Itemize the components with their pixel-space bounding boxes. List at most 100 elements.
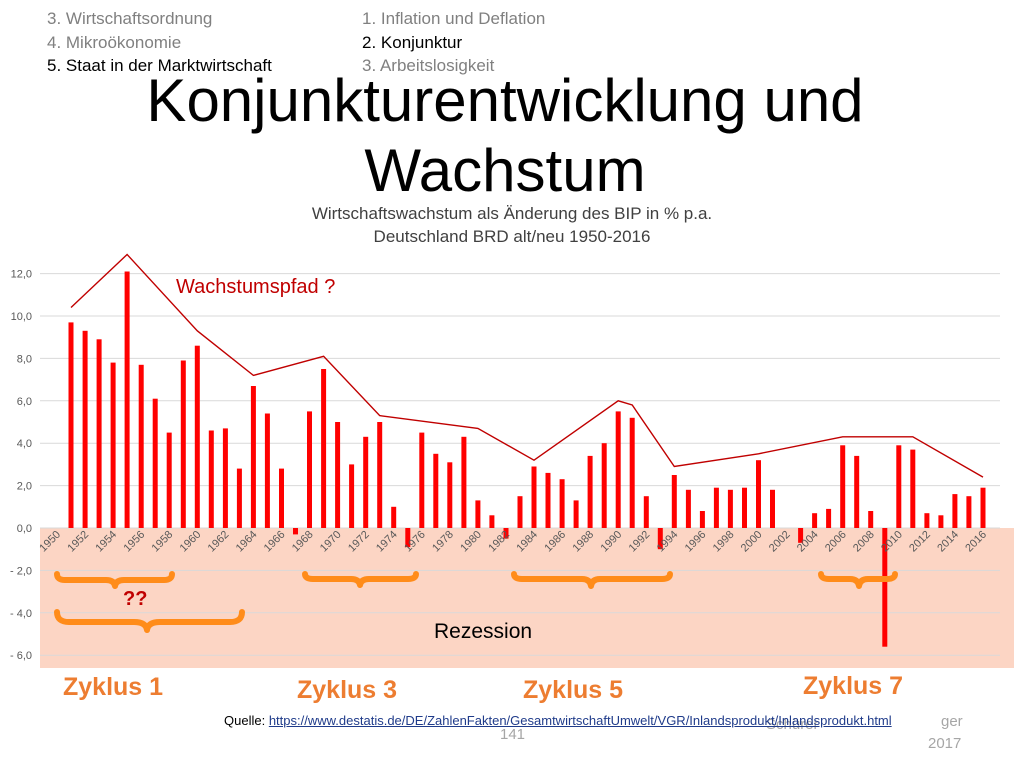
bar-2013 xyxy=(938,515,944,528)
nav-right-list: 1. Inflation und Deflation 2. Konjunktur… xyxy=(362,7,545,78)
recession-label: Rezession xyxy=(434,620,532,643)
author-tail: ger xyxy=(941,713,963,730)
bar-1952 xyxy=(82,330,88,528)
bar-1996 xyxy=(699,511,705,528)
bar-2007 xyxy=(854,455,860,528)
bar-1953 xyxy=(96,339,102,528)
nav-item-staat-marktwirtschaft[interactable]: 5. Staat in der Marktwirtschaft xyxy=(47,56,272,75)
cycle-label-1: Zyklus 1 xyxy=(63,673,164,701)
bar-1966 xyxy=(279,468,284,528)
bar-1981 xyxy=(489,515,495,528)
y-axis-labels: 12,0 10,0 8,0 6,0 4,0 2,0 0,0 - 2,0 - 4,0 - 6,0 xyxy=(10,269,32,663)
y-tick-label: 6,0 xyxy=(17,396,32,408)
bar-2001 xyxy=(770,489,775,528)
bar-1982 xyxy=(503,528,509,539)
bar-2008 xyxy=(868,511,874,528)
bar-1977 xyxy=(433,453,439,528)
bar-2011 xyxy=(910,449,916,528)
bar-2005 xyxy=(826,508,832,528)
nav-item-arbeitslosigkeit[interactable]: 3. Arbeitslosigkeit xyxy=(362,56,495,75)
y-tick-label: 2,0 xyxy=(17,481,32,493)
bar-1954 xyxy=(110,362,116,528)
bar-1969 xyxy=(321,369,327,528)
bar-1967 xyxy=(293,528,298,535)
nav-item-konjunktur[interactable]: 2. Konjunktur xyxy=(362,32,463,52)
bar-1979 xyxy=(461,436,467,528)
nav-item-mikrooekonomie[interactable]: 4. Mikroökonomie xyxy=(47,32,182,52)
bars xyxy=(68,271,986,647)
bar-2004 xyxy=(812,513,818,528)
cycle-braces xyxy=(54,571,898,633)
author-fragment: Schürer xyxy=(766,716,819,733)
page-title: Konjunkturentwicklung und Wachstum xyxy=(146,67,864,204)
brace-cycle-1b xyxy=(54,609,245,633)
cycle-label-7: Zyklus 7 xyxy=(803,672,904,700)
bar-1971 xyxy=(349,464,355,528)
cycle-label-3: Zyklus 3 xyxy=(297,676,398,704)
bar-1993 xyxy=(657,528,663,550)
growth-path-label: Wachstumspfad ? xyxy=(176,276,335,298)
bar-1998 xyxy=(727,489,733,528)
bar-2009 xyxy=(882,528,888,647)
bar-2006 xyxy=(840,445,846,528)
bar-1970 xyxy=(335,422,341,528)
y-tick-label: - 2,0 xyxy=(10,565,32,577)
brace-cycle-1a xyxy=(54,571,175,589)
brace-cycle-3 xyxy=(302,571,419,588)
y-tick-label: 0,0 xyxy=(17,523,32,535)
bar-1975 xyxy=(405,528,411,548)
y-tick-label: 10,0 xyxy=(11,311,32,323)
nav-item-wirtschaftsordnung[interactable]: 3. Wirtschaftsordnung xyxy=(47,9,213,28)
y-tick-label: 8,0 xyxy=(17,353,32,365)
bar-1992 xyxy=(643,496,649,528)
bar-1965 xyxy=(264,413,270,528)
bar-1972 xyxy=(363,436,369,528)
bar-1995 xyxy=(685,489,691,528)
bar-1961 xyxy=(208,430,214,528)
bar-1987 xyxy=(573,500,579,528)
source-label: Quelle: xyxy=(224,713,266,728)
y-tick-label: - 4,0 xyxy=(10,608,32,620)
bar-2015 xyxy=(966,496,972,528)
bar-1958 xyxy=(166,432,172,528)
bar-1957 xyxy=(152,398,158,528)
bar-1994 xyxy=(671,475,677,528)
source-link[interactable]: https://www.destatis.de/DE/ZahlenFakten/… xyxy=(268,713,892,728)
bar-1956 xyxy=(138,364,144,528)
y-tick-label: 12,0 xyxy=(11,269,32,281)
bar-1951 xyxy=(68,322,74,528)
brace-cycle-5 xyxy=(511,571,673,589)
bar-1985 xyxy=(545,472,551,528)
bar-1988 xyxy=(587,455,593,528)
brace-cycle-7 xyxy=(818,571,898,589)
bar-2012 xyxy=(924,513,930,528)
bar-1984 xyxy=(531,466,537,528)
bar-1989 xyxy=(601,443,607,528)
y-tick-label: 4,0 xyxy=(17,438,32,450)
bar-1980 xyxy=(475,500,481,528)
y-tick-label: - 6,0 xyxy=(10,650,32,662)
bar-1974 xyxy=(391,506,397,528)
question-marks: ?? xyxy=(123,588,147,610)
bar-1962 xyxy=(222,428,228,528)
chart-title-block: Wirtschaftswachstum als Änderung des BIP… xyxy=(0,202,1024,248)
bar-1973 xyxy=(377,422,383,528)
bar-1963 xyxy=(236,468,242,528)
bar-1976 xyxy=(419,432,425,528)
growth-path-line xyxy=(70,253,984,478)
bar-1955 xyxy=(124,271,130,528)
bar-1986 xyxy=(559,479,565,528)
nav-item-inflation[interactable]: 1. Inflation und Deflation xyxy=(362,9,546,28)
bar-1983 xyxy=(517,496,523,528)
bar-2010 xyxy=(896,445,902,528)
bar-1960 xyxy=(194,345,200,528)
nav-left-list: 3. Wirtschaftsordnung 4. Mikroökonomie 5… xyxy=(47,7,272,78)
copyright-year: 2017 xyxy=(928,735,962,752)
bar-1959 xyxy=(180,360,186,528)
bar-2003 xyxy=(798,528,804,543)
bar-1990 xyxy=(615,411,621,528)
bar-2014 xyxy=(952,494,958,528)
source-line: Quelle: https://www.destatis.de/DE/Zahle… xyxy=(224,713,892,728)
bar-2016 xyxy=(980,487,986,528)
